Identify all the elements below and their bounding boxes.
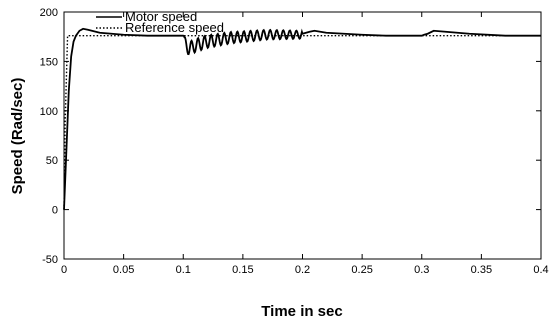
series-line-1	[63, 27, 541, 210]
x-tick-label: 0.15	[232, 264, 253, 276]
x-tick-label: 0.2	[295, 264, 310, 276]
x-tick-label: 0	[61, 264, 67, 276]
y-tick-label: 50	[46, 155, 58, 167]
x-tick-label: 0.05	[113, 264, 134, 276]
axes-frame	[63, 11, 542, 260]
x-tick-label: 0.4	[533, 264, 548, 276]
x-tick-label: 0.25	[351, 264, 372, 276]
y-tick-label: 200	[40, 7, 58, 19]
y-tick-label: 0	[52, 205, 58, 217]
series-layer	[63, 27, 541, 210]
y-tick-label: 100	[40, 106, 58, 118]
legend-label: Motor speed	[125, 9, 197, 24]
x-axis-label: Time in sec	[261, 303, 342, 320]
x-tick-label: 0.35	[471, 264, 492, 276]
x-tick-label: 0.3	[414, 264, 429, 276]
x-tick-label: 0.1	[176, 264, 191, 276]
plot-area	[63, 11, 542, 260]
legend-label: Reference speed	[125, 20, 224, 35]
y-tick-label: -50	[42, 254, 58, 266]
series-line-2	[63, 35, 541, 210]
y-tick-label: 150	[40, 56, 58, 68]
y-axis-label: Speed (Rad/sec)	[9, 78, 26, 195]
x-axis-ticks: 0 0.05 0.1 0.15 0.2 0.25 0.3 0.35 0.4	[61, 12, 549, 276]
